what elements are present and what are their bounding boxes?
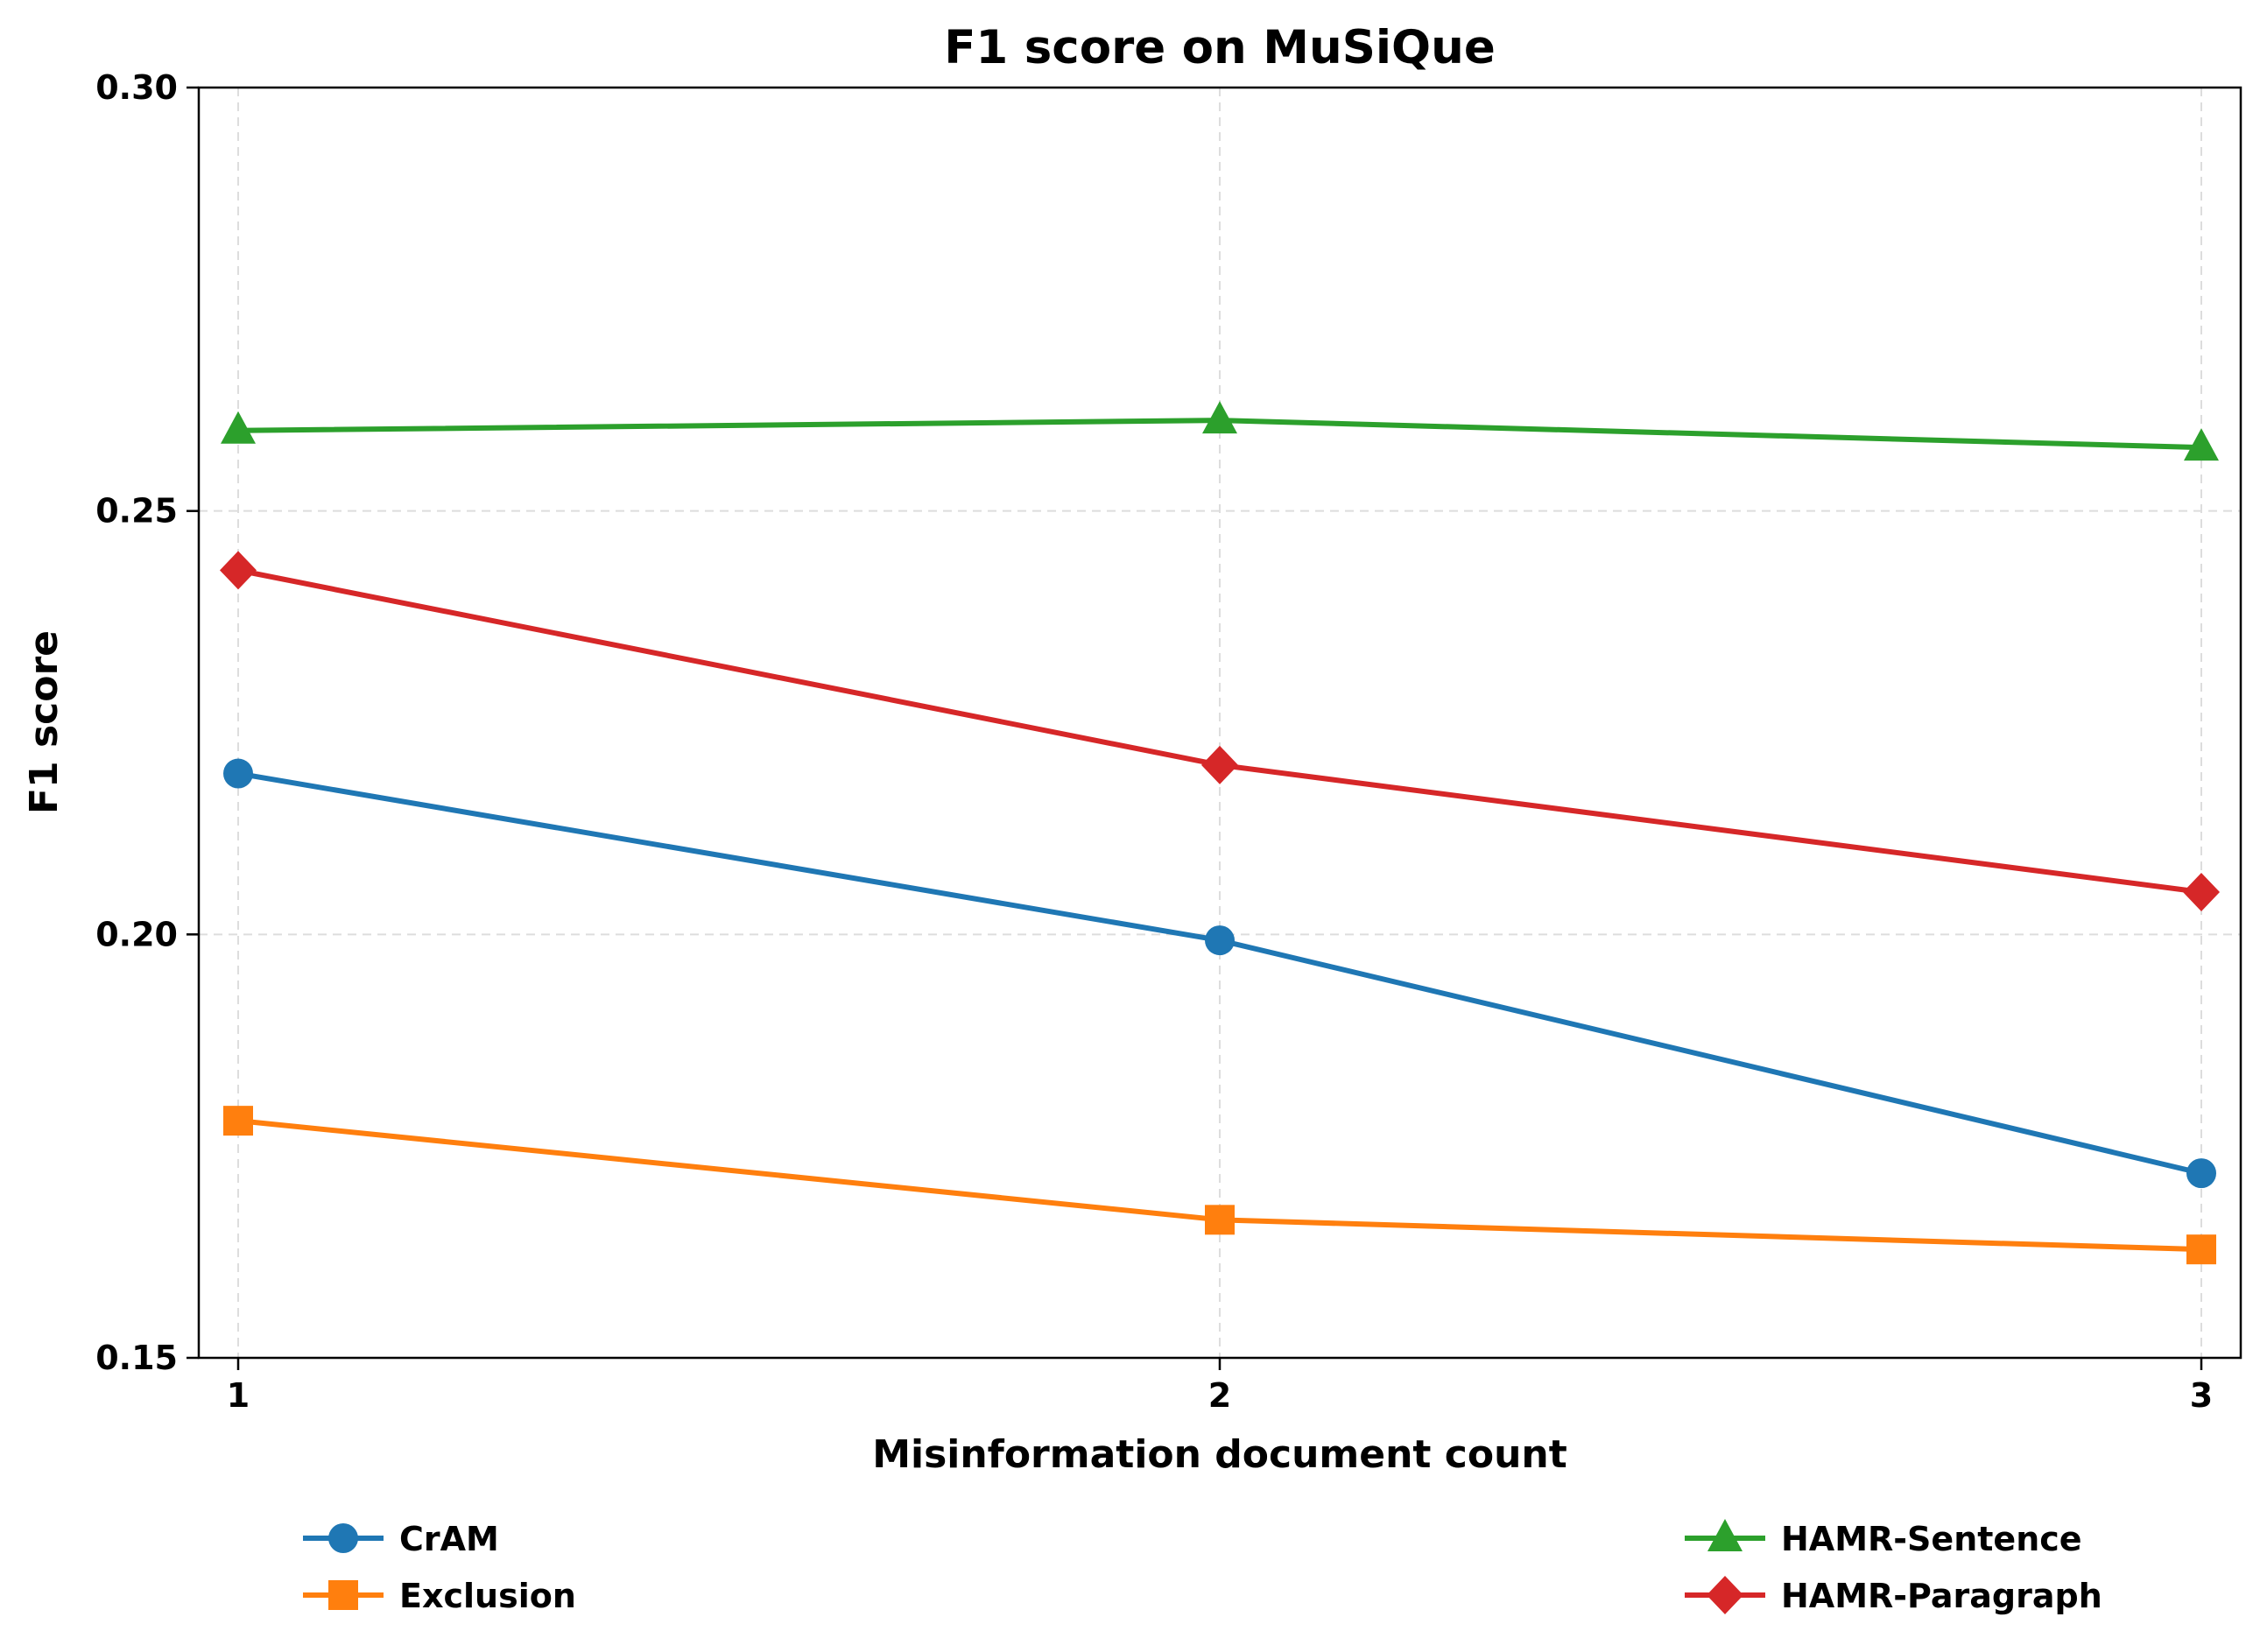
legend-label: HAMR-Sentence [1781, 1520, 2082, 1558]
y-tick-label: 0.15 [95, 1339, 178, 1377]
legend-label: HAMR-Paragraph [1781, 1577, 2102, 1615]
data-point-exclusion [1205, 1205, 1235, 1235]
data-point-exclusion [2186, 1234, 2216, 1265]
data-point-cram [2186, 1158, 2216, 1189]
legend-label: CrAM [399, 1520, 499, 1558]
y-tick-label: 0.30 [95, 68, 178, 107]
y-tick-label: 0.20 [95, 915, 178, 953]
data-point-hamr-paragraph [220, 551, 257, 590]
series-exclusion [223, 1106, 2216, 1265]
y-tick-label: 0.25 [95, 492, 178, 531]
series-layer [220, 401, 2220, 1265]
x-tick-label: 3 [2190, 1376, 2213, 1415]
chart-title: F1 score on MuSiQue [944, 21, 1496, 74]
data-point-hamr-sentence [221, 411, 256, 444]
series-cram [223, 758, 2216, 1189]
legend-marker [328, 1580, 358, 1610]
legend-marker [1707, 1519, 1743, 1551]
legend-item-exclusion: Exclusion [303, 1577, 576, 1615]
series-hamr-sentence [221, 401, 2219, 461]
data-point-exclusion [223, 1106, 253, 1136]
data-point-hamr-paragraph [2183, 872, 2220, 911]
x-axis-label: Misinformation document count [872, 1432, 1567, 1477]
legend-marker [1707, 1576, 1743, 1614]
legend-item-hamr-sentence: HAMR-Sentence [1685, 1519, 2082, 1558]
legend-item-cram: CrAM [303, 1520, 499, 1558]
x-axis-ticks: 1 2 3 [227, 1358, 2213, 1415]
legend-marker [328, 1523, 358, 1553]
legend-item-hamr-paragraph: HAMR-Paragraph [1685, 1576, 2102, 1615]
y-axis-ticks: 0.15 0.20 0.25 0.30 [95, 68, 199, 1377]
legend-label: Exclusion [399, 1577, 576, 1615]
data-point-hamr-sentence [2184, 428, 2219, 461]
x-tick-label: 1 [227, 1376, 250, 1415]
grid [199, 87, 2241, 1359]
data-point-hamr-sentence [1202, 401, 1237, 434]
y-axis-label: F1 score [22, 630, 67, 814]
data-point-cram [223, 758, 253, 789]
legend: CrAM Exclusion HAMR-Sentence HAMR-Paragraph [303, 1519, 2102, 1615]
data-point-hamr-paragraph [1201, 745, 1238, 784]
x-tick-label: 2 [1208, 1376, 1231, 1415]
series-hamr-paragraph [220, 551, 2220, 911]
data-point-cram [1205, 925, 1235, 956]
